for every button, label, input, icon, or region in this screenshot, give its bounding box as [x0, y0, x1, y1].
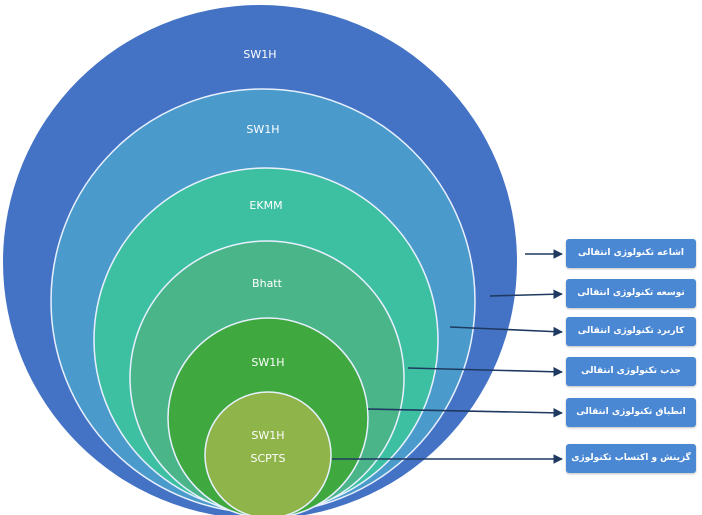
connector-arrow-5 — [367, 408, 563, 418]
ring-2-label-1: SW1H — [246, 123, 279, 136]
ring-6-label-1: SW1H — [251, 429, 284, 442]
ring-4-label-1: Bhatt — [252, 277, 283, 290]
ring-6 — [204, 391, 332, 515]
side-box-4: جذب تکنولوژی انتقالی — [566, 357, 696, 386]
side-box-1: اشاعه تکنولوژی انتقالی — [566, 239, 696, 268]
connector-arrow-3 — [449, 326, 563, 337]
side-box-3: کاربرد تکنولوژی انتقالی — [566, 317, 696, 346]
side-box-2: توسعه تکنولوژی انتقالی — [566, 279, 696, 308]
ring-6-label-2: SCPTS — [251, 452, 286, 465]
side-box-5: انطباق تکنولوژی انتقالی — [566, 398, 696, 427]
ring-1-label-1: SW1H — [243, 48, 276, 61]
connector-arrow-2 — [489, 289, 563, 300]
ring-3-label-1: EKMM — [249, 199, 282, 212]
connector-arrow-4 — [407, 366, 563, 377]
ring-5-label-1: SW1H — [251, 356, 284, 369]
side-box-6: گزینش و اکتساب تکنولوژی — [566, 444, 696, 473]
